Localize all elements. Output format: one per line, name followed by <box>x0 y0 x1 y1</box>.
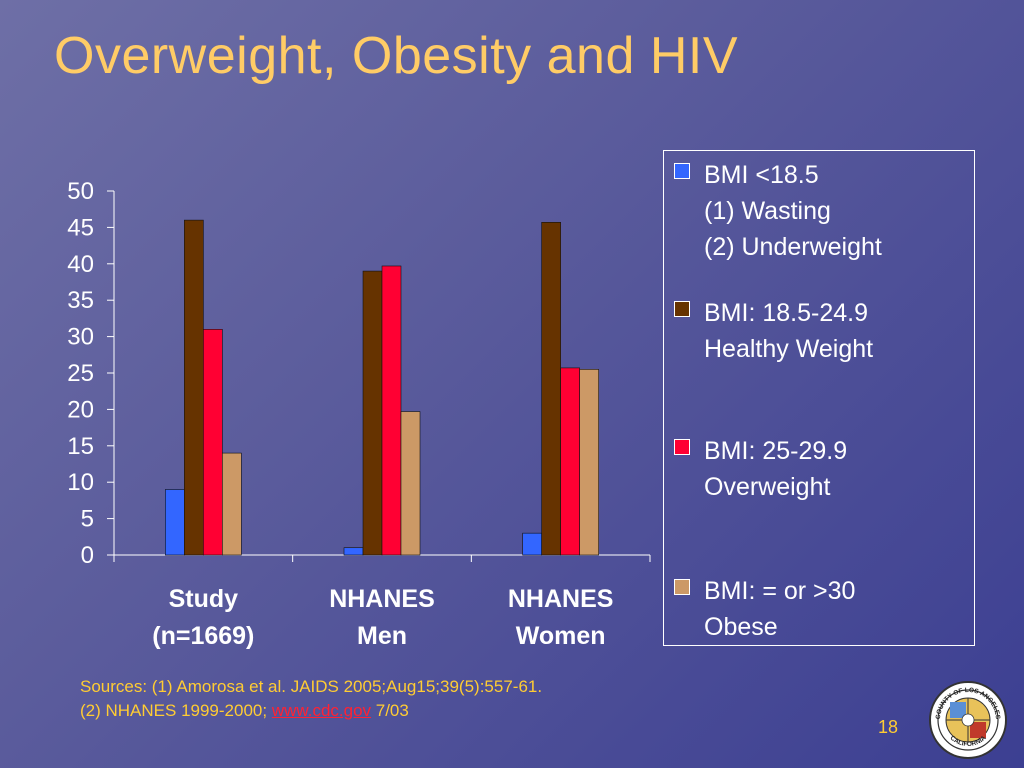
legend-label-line: BMI: 25-29.9 <box>704 437 848 465</box>
y-tick-label: 20 <box>67 396 94 423</box>
sources-line-2-suffix: 7/03 <box>371 701 409 720</box>
bar-chart: 0 5 10 15 20 25 30 35 40 45 50 Study (n=1669) NHANES M… <box>67 178 614 650</box>
x-category-label: NHANES <box>329 585 435 613</box>
bar-1-series-1 <box>165 489 185 556</box>
legend-swatch <box>674 439 690 455</box>
y-tick-label: 45 <box>67 214 94 241</box>
chart-legend: BMI <18.5 (1) Wasting (2) Underweight BMI: … <box>663 150 975 646</box>
bar-2-series-4 <box>400 411 421 556</box>
legend-label-line: Overweight <box>704 473 831 501</box>
y-tick-label: 10 <box>67 469 94 496</box>
x-category-label: (n=1669) <box>152 622 254 650</box>
y-tick-label: 35 <box>67 287 94 314</box>
x-category-label: Study <box>169 585 239 613</box>
y-tick-label: 40 <box>67 251 94 278</box>
x-category-label: Women <box>516 622 606 650</box>
y-tick-label: 0 <box>81 542 94 569</box>
cdc-link[interactable]: www.cdc.gov <box>271 701 372 720</box>
sources-note: Sources: (1) Amorosa et al. JAIDS 2005;A… <box>80 675 542 723</box>
bar-3-series-3 <box>560 367 580 556</box>
y-tick-label: 50 <box>67 178 94 205</box>
legend-label-line: Healthy Weight <box>704 335 874 363</box>
legend-label-line: (1) Wasting <box>704 197 831 225</box>
sources-line-2-prefix: (2) NHANES 1999-2000; <box>80 701 272 720</box>
bar-2-series-3 <box>381 265 402 556</box>
legend-swatch <box>674 163 690 179</box>
legend-label-line: BMI <18.5 <box>704 161 819 189</box>
bar-1-series-2 <box>184 219 204 556</box>
bar-2-series-2 <box>362 270 383 556</box>
legend-swatch <box>674 579 690 595</box>
legend-label-line: Obese <box>704 613 778 641</box>
x-category-label: NHANES <box>508 585 614 613</box>
page-number: 18 <box>878 717 899 737</box>
sources-line-2: (2) NHANES 1999-2000; www.cdc.gov 7/03 <box>80 699 542 723</box>
y-tick-label: 30 <box>67 324 94 351</box>
bar-3-series-2 <box>541 222 561 556</box>
x-category-label: Men <box>357 622 407 650</box>
legend-label-line: BMI: 18.5-24.9 <box>704 299 868 327</box>
bar-1-series-4 <box>222 452 242 556</box>
legend-label: BMI: = or >30 Obese <box>704 573 974 645</box>
legend-swatch <box>674 301 690 317</box>
y-tick-label: 15 <box>67 433 94 460</box>
sources-line-1: Sources: (1) Amorosa et al. JAIDS 2005;A… <box>80 677 543 696</box>
legend-label: BMI <18.5 (1) Wasting (2) Underweight <box>704 157 974 265</box>
legend-label: BMI: 25-29.9 Overweight <box>704 433 974 505</box>
bar-2-series-1 <box>343 547 364 556</box>
bar-1-series-3 <box>203 329 223 556</box>
y-tick-label: 5 <box>81 506 94 533</box>
slide-title: Overweight, Obesity and HIV <box>54 27 739 85</box>
bar-3-series-1 <box>522 532 542 556</box>
county-seal-icon: COUNTY OF LOS ANGELES CALIFORNIA <box>929 681 1007 759</box>
legend-label-line: (2) Underweight <box>704 233 882 261</box>
y-tick-label: 25 <box>67 360 94 387</box>
legend-label: BMI: 18.5-24.9 Healthy Weight <box>704 295 974 367</box>
legend-label-line: BMI: = or >30 <box>704 577 856 605</box>
bar-3-series-4 <box>579 369 599 556</box>
